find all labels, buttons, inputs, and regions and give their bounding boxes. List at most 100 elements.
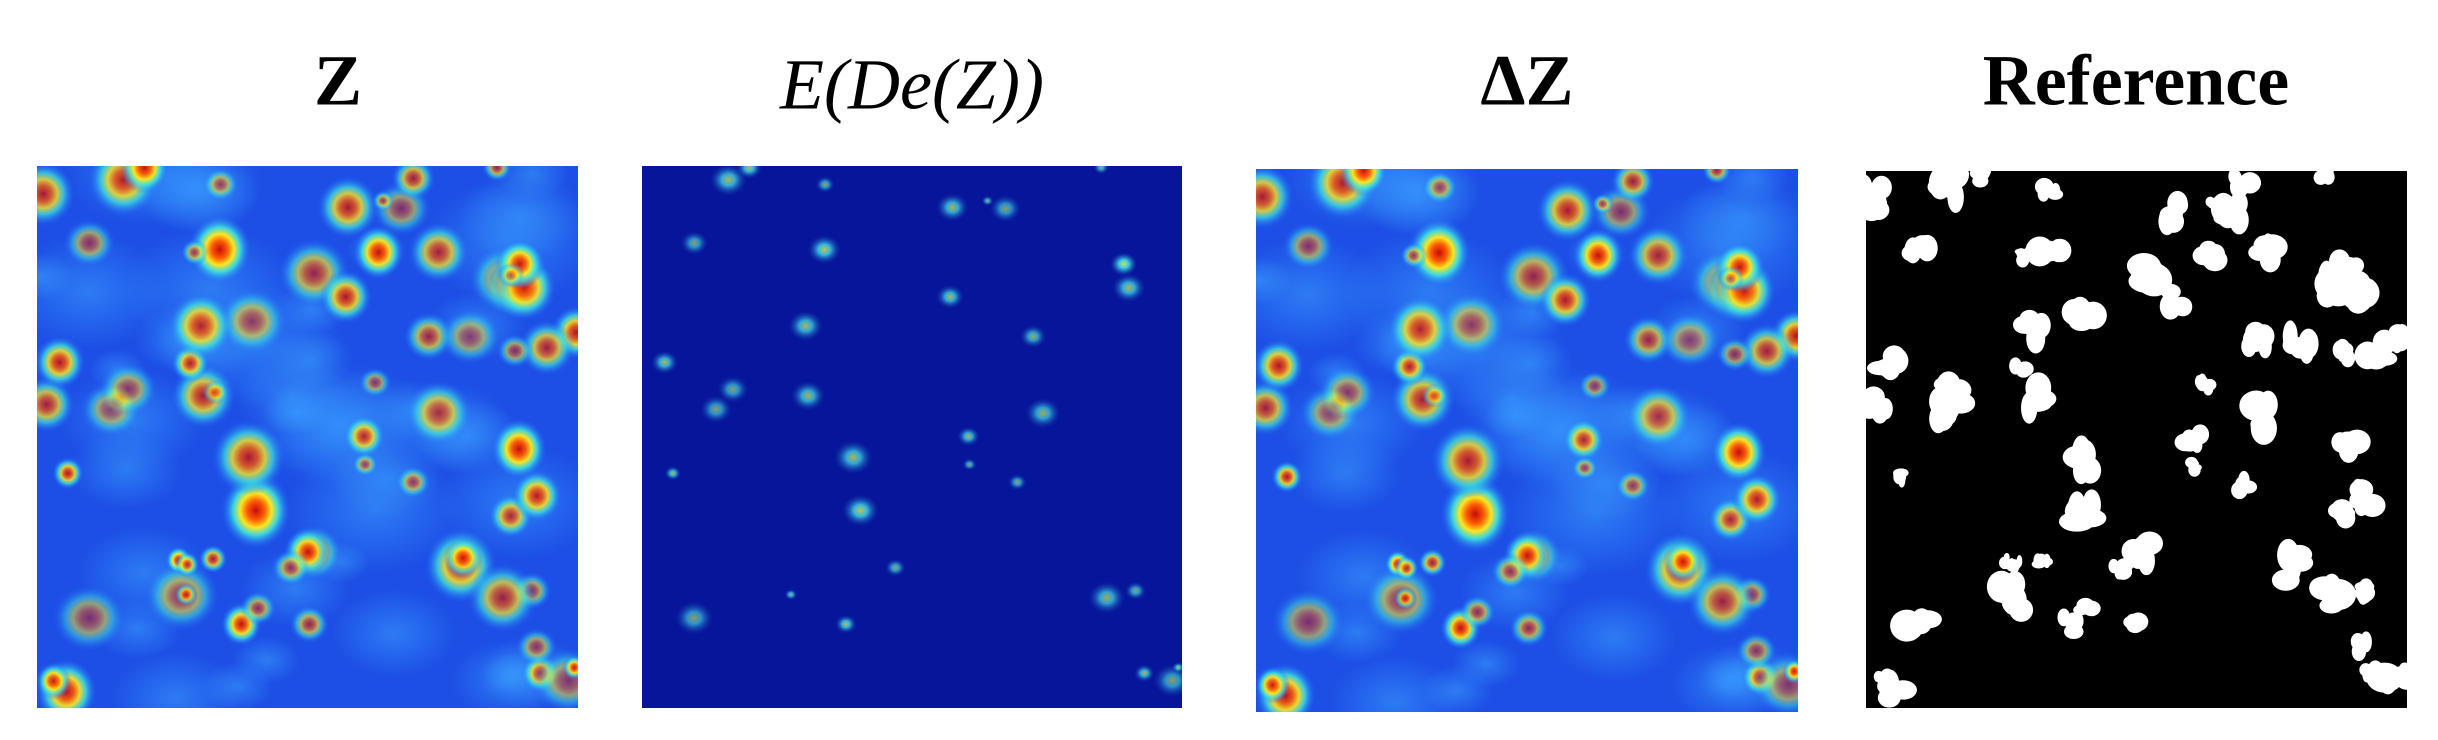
hotspot (37, 376, 75, 433)
hotspot (832, 439, 874, 476)
change-region (2062, 445, 2095, 469)
hotspot (1407, 218, 1471, 288)
hotspot (806, 234, 842, 265)
panel-title: ΔZ (1480, 41, 1573, 121)
hotspot (317, 176, 379, 239)
change-region (2299, 337, 2314, 364)
hotspot (1110, 252, 1138, 276)
hotspot (512, 469, 562, 522)
hotspot (353, 225, 404, 280)
hotspot (202, 167, 239, 202)
change-region (1933, 376, 1959, 393)
hotspot (1421, 383, 1449, 409)
hotspot (735, 166, 763, 180)
change-region (2209, 201, 2220, 208)
hotspot (515, 628, 557, 666)
change-region (2396, 666, 2404, 676)
hotspot (497, 262, 525, 288)
change-region (1916, 234, 1938, 262)
hotspot (1509, 609, 1549, 647)
change-region (2034, 386, 2048, 397)
change-region (2067, 612, 2077, 629)
change-region (2402, 665, 2407, 677)
texture (1451, 640, 1520, 688)
change-region (2351, 478, 2365, 505)
hotspot (841, 493, 880, 528)
change-region (1866, 394, 1883, 419)
change-region (1911, 608, 1933, 635)
hotspot (167, 291, 234, 360)
change-region (2023, 246, 2034, 260)
change-region (2040, 242, 2061, 262)
change-region (2108, 558, 2119, 574)
hotspot (1611, 169, 1655, 204)
hotspot (935, 192, 970, 223)
change-region (2243, 395, 2271, 421)
hotspot (884, 558, 907, 577)
change-region (2131, 258, 2166, 291)
hotspot (1578, 371, 1612, 401)
hotspot (519, 320, 575, 376)
hotspot (405, 380, 472, 446)
hotspot (188, 214, 252, 285)
hotspot (240, 591, 277, 626)
hotspot (198, 544, 228, 574)
hotspot (343, 414, 386, 458)
hotspot (716, 375, 750, 404)
change-region (2315, 171, 2329, 183)
hotspot (1087, 580, 1127, 615)
hotspot (1400, 242, 1428, 269)
hotspot (1687, 567, 1758, 636)
change-region (2125, 545, 2146, 563)
hotspot (358, 367, 392, 398)
hotspot (271, 549, 311, 586)
change-region (2034, 177, 2054, 196)
hotspot (1393, 555, 1419, 581)
change-region (1904, 237, 1922, 264)
hotspot (37, 662, 72, 700)
change-region (2253, 324, 2275, 349)
change-region (2159, 205, 2184, 223)
hotspot (174, 551, 200, 578)
change-region (2348, 294, 2371, 313)
texture (332, 589, 457, 678)
hotspot (1459, 594, 1496, 630)
hotspot (1702, 169, 1732, 185)
texture (1551, 593, 1676, 681)
hotspot (784, 588, 798, 601)
hotspot (673, 600, 715, 636)
change-region (1931, 405, 1954, 431)
hotspot (664, 465, 682, 481)
hotspot (1317, 365, 1377, 420)
hotspot (98, 362, 158, 417)
hotspot (439, 308, 501, 365)
hotspot (202, 379, 229, 405)
hotspot (790, 380, 826, 412)
hotspot (1133, 663, 1155, 683)
change-region (1893, 469, 1907, 485)
change-region (1972, 174, 1989, 188)
hotspot (443, 536, 484, 579)
hotspot (962, 458, 977, 471)
hotspot (482, 166, 512, 182)
heatmap-image (642, 166, 1182, 708)
hotspot (408, 222, 469, 283)
hotspot (1256, 339, 1305, 393)
change-region (2359, 493, 2386, 517)
texture (232, 636, 300, 684)
texture (110, 652, 241, 708)
hotspot (1739, 323, 1795, 379)
change-region (2235, 476, 2247, 492)
change-region (1873, 670, 1884, 683)
hotspot (1271, 460, 1303, 493)
hotspot (989, 194, 1022, 223)
change-region (2378, 668, 2398, 695)
change-region (2117, 559, 2128, 576)
panel-title: E(De(Z)) (779, 45, 1044, 125)
change-region (2358, 578, 2374, 596)
hotspot (217, 288, 288, 355)
heatmap-image (1256, 169, 1798, 712)
change-region (2330, 499, 2354, 522)
hotspot (1662, 540, 1704, 583)
